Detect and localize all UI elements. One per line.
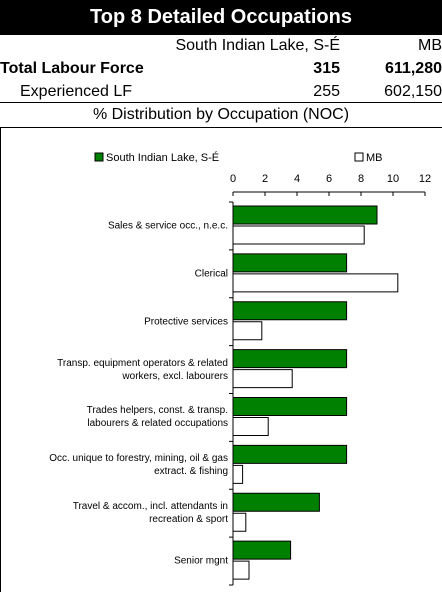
legend-swatch (354, 152, 364, 162)
header-bar: Top 8 Detailed Occupations (0, 0, 442, 35)
bar (232, 540, 292, 560)
x-tick-label: 10 (387, 173, 399, 185)
legend-swatch (94, 152, 104, 162)
row-value: 315 (313, 60, 340, 77)
bar (232, 492, 320, 512)
category-label: Sales & service occ., n.e.c. (107, 220, 228, 232)
bar (232, 512, 247, 532)
bar (232, 349, 348, 369)
category-label: Transp. equipment operators & related wo… (57, 357, 228, 382)
category-label: Clerical (194, 268, 228, 280)
legend-label: MB (366, 152, 383, 164)
x-tick-label: 8 (358, 173, 364, 185)
bar (232, 464, 244, 484)
category-label: Protective services (144, 316, 228, 328)
bar (232, 560, 250, 580)
bar (232, 225, 365, 245)
x-tick-label: 2 (262, 173, 268, 185)
bar (232, 444, 348, 464)
row-label: Total Labour Force (0, 60, 144, 77)
x-tick-label: 0 (230, 173, 236, 185)
category-label: Travel & accom., incl. attendants in rec… (72, 501, 228, 526)
x-tick-label: 6 (326, 173, 332, 185)
place-row: South Indian Lake, S-É MB (0, 35, 442, 57)
row-value: 602,150 (384, 83, 442, 100)
chart: South Indian Lake, S-É MB 0 2 4 6 8 10 12 (94, 151, 431, 586)
place: South Indian Lake, S-É (175, 37, 340, 54)
bar (232, 273, 399, 293)
category-label: Senior mgnt (174, 555, 228, 567)
bar (232, 417, 269, 436)
bar (232, 205, 378, 225)
table-row: Experienced LF 255 602,150 (0, 80, 442, 103)
row-value: 255 (313, 83, 340, 100)
table-row: Total Labour Force 315 611,280 (0, 57, 442, 80)
chart-box: South Indian Lake, S-É MB 0 2 4 6 8 10 12 Sales … (0, 128, 442, 592)
legend-label: South Indian Lake, S-É (106, 151, 219, 164)
x-tick-label: 12 (419, 173, 431, 185)
category-label: Trades helpers, const. & transp. laboure… (86, 405, 228, 430)
region: MB (418, 37, 442, 54)
bar (232, 321, 263, 341)
section-row: % Distribution by Occupation (NOC) (0, 102, 442, 128)
bar (232, 369, 293, 389)
bar (232, 397, 348, 416)
bar (232, 301, 348, 321)
row-label: Experienced LF (20, 83, 133, 100)
x-tick-label: 4 (294, 173, 300, 185)
row-value: 611,280 (385, 60, 442, 77)
section-title: % Distribution by Occupation (NOC) (92, 106, 350, 123)
bar (232, 253, 348, 273)
category-label: Occ. unique to forestry, mining, oil & g… (49, 453, 228, 478)
title: Top 8 Detailed Occupations (90, 6, 352, 28)
